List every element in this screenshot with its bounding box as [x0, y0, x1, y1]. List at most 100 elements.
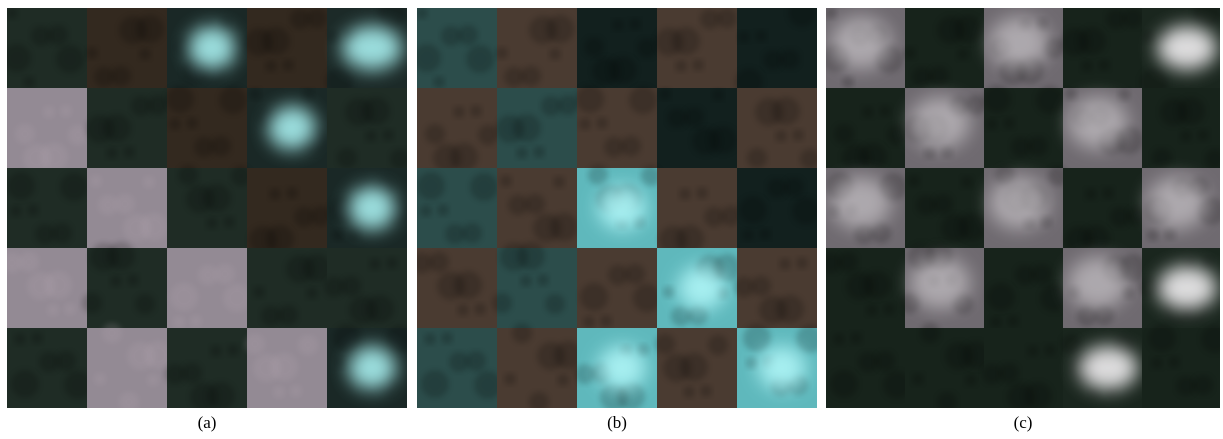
- tile: [3, 44, 31, 72]
- tile: [94, 373, 106, 385]
- tile: [743, 324, 771, 352]
- tile: [35, 224, 55, 244]
- tile: [386, 257, 398, 269]
- tile: [751, 276, 771, 296]
- tile: [1078, 27, 1106, 55]
- tile: [106, 147, 118, 159]
- tile: [173, 316, 185, 328]
- tile: [268, 106, 316, 150]
- mosaic-c: [821, 0, 1223, 412]
- tile: [194, 137, 214, 157]
- tile: [763, 50, 783, 70]
- tile: [759, 228, 771, 240]
- tile: [961, 176, 973, 188]
- tile: [413, 44, 441, 72]
- tile: [655, 334, 675, 354]
- tile: [910, 257, 970, 309]
- tile: [15, 124, 35, 144]
- tile: [382, 129, 394, 141]
- tile: [1164, 228, 1176, 240]
- tile: [421, 370, 449, 398]
- tile: [663, 286, 675, 298]
- tile: [290, 9, 310, 29]
- tile: [369, 258, 381, 270]
- tile: [637, 38, 657, 58]
- tile: [135, 294, 155, 314]
- tile: [792, 197, 820, 225]
- tile: [424, 333, 436, 345]
- tile: [904, 47, 916, 59]
- tile: [696, 187, 708, 199]
- tile: [178, 165, 198, 185]
- tile: [270, 353, 298, 381]
- tile: [700, 385, 712, 397]
- tile: [43, 106, 55, 118]
- tile: [550, 213, 578, 241]
- tile: [912, 373, 924, 385]
- tile: [1139, 277, 1159, 297]
- caption: (a): [198, 413, 217, 432]
- tile: [683, 386, 695, 398]
- tile: [684, 107, 704, 127]
- tile: [445, 224, 465, 244]
- tile: [779, 258, 791, 270]
- tile: [39, 352, 59, 372]
- tile: [966, 95, 986, 115]
- tile: [365, 130, 377, 142]
- tile: [211, 136, 231, 156]
- tile: [1027, 345, 1039, 357]
- tile: [165, 364, 185, 384]
- tile: [425, 124, 445, 144]
- tile: [60, 173, 88, 201]
- tile: [767, 178, 787, 198]
- tile: [831, 17, 891, 69]
- tile: [253, 286, 265, 298]
- tile: [336, 357, 348, 369]
- tile: [466, 351, 486, 371]
- tile: [429, 252, 449, 272]
- tile: [908, 175, 920, 187]
- tile: [1151, 357, 1163, 369]
- tile: [131, 96, 151, 116]
- tile: [1068, 257, 1128, 309]
- tile: [957, 48, 969, 60]
- tile: [775, 130, 787, 142]
- tile: [609, 56, 637, 84]
- tile: [450, 143, 478, 171]
- tile: [262, 27, 290, 55]
- tile: [249, 88, 261, 100]
- tile: [1024, 382, 1052, 410]
- tile: [549, 48, 561, 60]
- tile: [386, 325, 414, 353]
- tile: [462, 223, 482, 243]
- tile: [441, 332, 453, 344]
- tile: [437, 204, 449, 216]
- tile: [983, 85, 1011, 113]
- tile: [203, 184, 231, 212]
- tile: [708, 335, 728, 355]
- tile: [965, 374, 977, 386]
- tile: [608, 265, 628, 285]
- tile: [348, 186, 396, 230]
- tile: [207, 382, 235, 410]
- tile: [454, 271, 482, 299]
- tile: [517, 242, 545, 270]
- tile: [294, 207, 314, 227]
- tile: [273, 386, 285, 398]
- tile: [986, 118, 998, 130]
- tile: [625, 264, 645, 284]
- tile: [520, 275, 532, 287]
- tile: [557, 374, 569, 386]
- tile: [148, 95, 168, 115]
- tile: [166, 85, 194, 113]
- tile: [1168, 356, 1180, 368]
- tile: [834, 124, 854, 144]
- tile: [1147, 229, 1159, 241]
- tile: [800, 149, 820, 169]
- tile: [48, 25, 68, 45]
- tile: [282, 59, 294, 71]
- tile: [186, 117, 198, 129]
- tile: [629, 18, 641, 30]
- mosaic-b: [412, 0, 824, 412]
- tile: [692, 59, 704, 71]
